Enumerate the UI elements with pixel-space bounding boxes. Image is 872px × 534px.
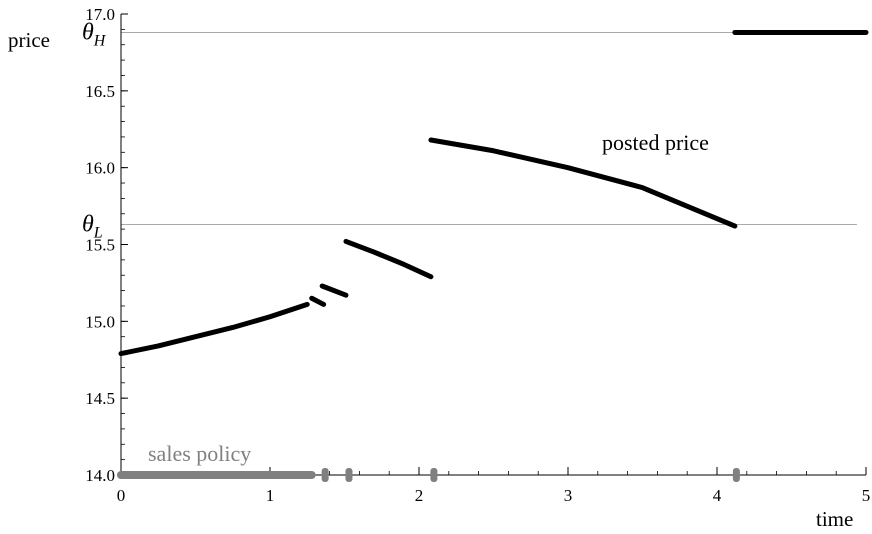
x-tick-label: 1 (266, 486, 275, 505)
x-axis-title: time (816, 507, 853, 531)
x-tick-label: 0 (117, 486, 126, 505)
posted-price-segment (319, 283, 349, 298)
posted-price-annotation: posted price (602, 130, 709, 155)
x-tick-label: 3 (564, 486, 573, 505)
labels: θH θL 14.0 14.5 15.0 15.5 16.0 16.5 17.0 0 1 2 3 4 5 (82, 5, 870, 505)
y-tick-label: 14.0 (85, 466, 115, 485)
x-tick-label: 2 (415, 486, 424, 505)
posted-price-segment (309, 295, 327, 307)
sales-policy-point (430, 468, 438, 482)
x-tick-label: 5 (862, 486, 871, 505)
reference-label-h: θH (82, 19, 107, 49)
y-tick-label: 14.5 (85, 389, 115, 408)
sales-policy-point (345, 468, 353, 482)
y-tick-label: 17.0 (85, 5, 115, 24)
x-tick-label: 4 (713, 486, 722, 505)
axes (120, 13, 867, 476)
y-axis-title: price (8, 28, 50, 52)
y-tick-label: 16.5 (85, 82, 115, 101)
reference-lines (121, 31, 857, 226)
y-tick-label: 16.0 (85, 159, 115, 178)
posted-price-segment (428, 137, 738, 229)
sales-policy-point (732, 468, 740, 482)
y-tick-label: 15.5 (85, 236, 115, 255)
y-tick-label: 15.0 (85, 312, 115, 331)
posted-price-segment (118, 301, 310, 357)
posted-price-segment (343, 238, 434, 280)
sales-policy-point (321, 468, 329, 482)
sales-policy-annotation: sales policy (148, 441, 251, 466)
series-layer (117, 29, 869, 482)
reference-label-l: θL (82, 212, 103, 242)
